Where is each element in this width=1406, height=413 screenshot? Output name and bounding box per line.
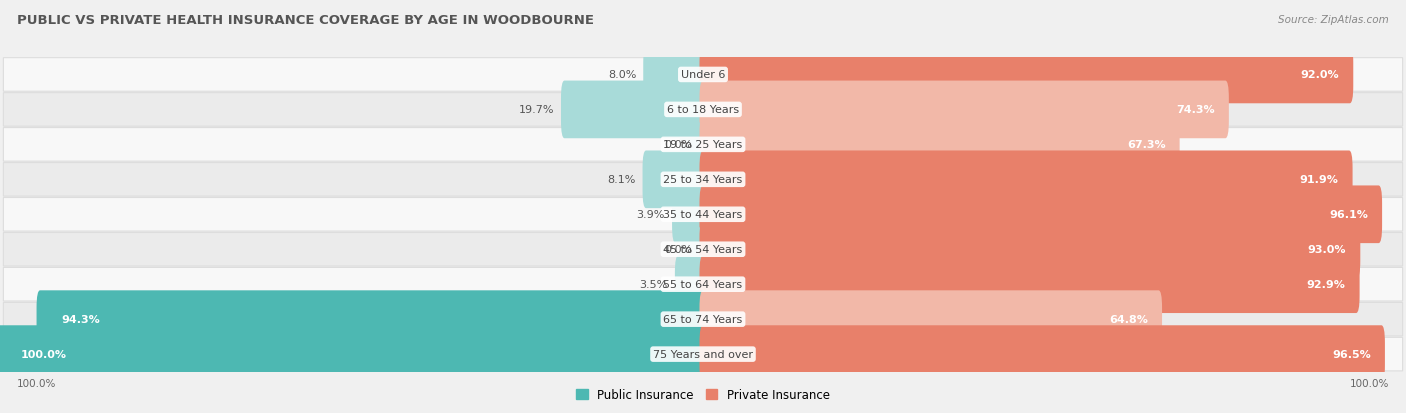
Text: Source: ZipAtlas.com: Source: ZipAtlas.com bbox=[1278, 15, 1389, 25]
Text: 45 to 54 Years: 45 to 54 Years bbox=[664, 244, 742, 255]
Text: 64.8%: 64.8% bbox=[1109, 314, 1147, 324]
FancyBboxPatch shape bbox=[3, 303, 1403, 336]
Text: PUBLIC VS PRIVATE HEALTH INSURANCE COVERAGE BY AGE IN WOODBOURNE: PUBLIC VS PRIVATE HEALTH INSURANCE COVER… bbox=[17, 14, 593, 27]
Text: 75 Years and over: 75 Years and over bbox=[652, 349, 754, 359]
Text: 0.0%: 0.0% bbox=[664, 140, 693, 150]
Legend: Public Insurance, Private Insurance: Public Insurance, Private Insurance bbox=[571, 384, 835, 406]
Text: 6 to 18 Years: 6 to 18 Years bbox=[666, 105, 740, 115]
FancyBboxPatch shape bbox=[3, 59, 1403, 92]
FancyBboxPatch shape bbox=[700, 47, 1354, 104]
FancyBboxPatch shape bbox=[700, 325, 1385, 383]
Text: Under 6: Under 6 bbox=[681, 70, 725, 80]
FancyBboxPatch shape bbox=[3, 337, 1403, 371]
FancyBboxPatch shape bbox=[3, 163, 1403, 197]
Text: 8.1%: 8.1% bbox=[607, 175, 636, 185]
Text: 96.5%: 96.5% bbox=[1331, 349, 1371, 359]
FancyBboxPatch shape bbox=[700, 221, 1361, 278]
Text: 92.9%: 92.9% bbox=[1306, 280, 1346, 290]
FancyBboxPatch shape bbox=[3, 233, 1403, 266]
FancyBboxPatch shape bbox=[0, 325, 707, 383]
Text: 35 to 44 Years: 35 to 44 Years bbox=[664, 210, 742, 220]
Text: 0.0%: 0.0% bbox=[664, 244, 693, 255]
Text: 25 to 34 Years: 25 to 34 Years bbox=[664, 175, 742, 185]
FancyBboxPatch shape bbox=[700, 186, 1382, 244]
FancyBboxPatch shape bbox=[700, 291, 1161, 348]
Text: 92.0%: 92.0% bbox=[1301, 70, 1340, 80]
Text: 65 to 74 Years: 65 to 74 Years bbox=[664, 314, 742, 324]
FancyBboxPatch shape bbox=[561, 81, 707, 139]
FancyBboxPatch shape bbox=[37, 291, 707, 348]
Text: 3.5%: 3.5% bbox=[640, 280, 668, 290]
Text: 96.1%: 96.1% bbox=[1329, 210, 1368, 220]
FancyBboxPatch shape bbox=[681, 228, 706, 271]
FancyBboxPatch shape bbox=[3, 128, 1403, 162]
Text: 8.0%: 8.0% bbox=[607, 70, 637, 80]
FancyBboxPatch shape bbox=[700, 256, 1360, 313]
FancyBboxPatch shape bbox=[3, 198, 1403, 232]
Text: 55 to 64 Years: 55 to 64 Years bbox=[664, 280, 742, 290]
FancyBboxPatch shape bbox=[3, 93, 1403, 127]
Text: 91.9%: 91.9% bbox=[1299, 175, 1339, 185]
FancyBboxPatch shape bbox=[675, 256, 707, 313]
FancyBboxPatch shape bbox=[3, 268, 1403, 301]
Text: 93.0%: 93.0% bbox=[1308, 244, 1347, 255]
FancyBboxPatch shape bbox=[643, 151, 707, 209]
Text: 94.3%: 94.3% bbox=[60, 314, 100, 324]
FancyBboxPatch shape bbox=[700, 151, 1353, 209]
Text: 3.9%: 3.9% bbox=[637, 210, 665, 220]
Text: 100.0%: 100.0% bbox=[21, 349, 67, 359]
FancyBboxPatch shape bbox=[681, 123, 706, 167]
FancyBboxPatch shape bbox=[672, 186, 707, 244]
Text: 74.3%: 74.3% bbox=[1177, 105, 1215, 115]
Text: 67.3%: 67.3% bbox=[1128, 140, 1166, 150]
Text: 19.7%: 19.7% bbox=[519, 105, 554, 115]
FancyBboxPatch shape bbox=[700, 116, 1180, 174]
FancyBboxPatch shape bbox=[644, 47, 707, 104]
Text: 100.0%: 100.0% bbox=[17, 378, 56, 388]
FancyBboxPatch shape bbox=[700, 81, 1229, 139]
Text: 19 to 25 Years: 19 to 25 Years bbox=[664, 140, 742, 150]
Text: 100.0%: 100.0% bbox=[1350, 378, 1389, 388]
